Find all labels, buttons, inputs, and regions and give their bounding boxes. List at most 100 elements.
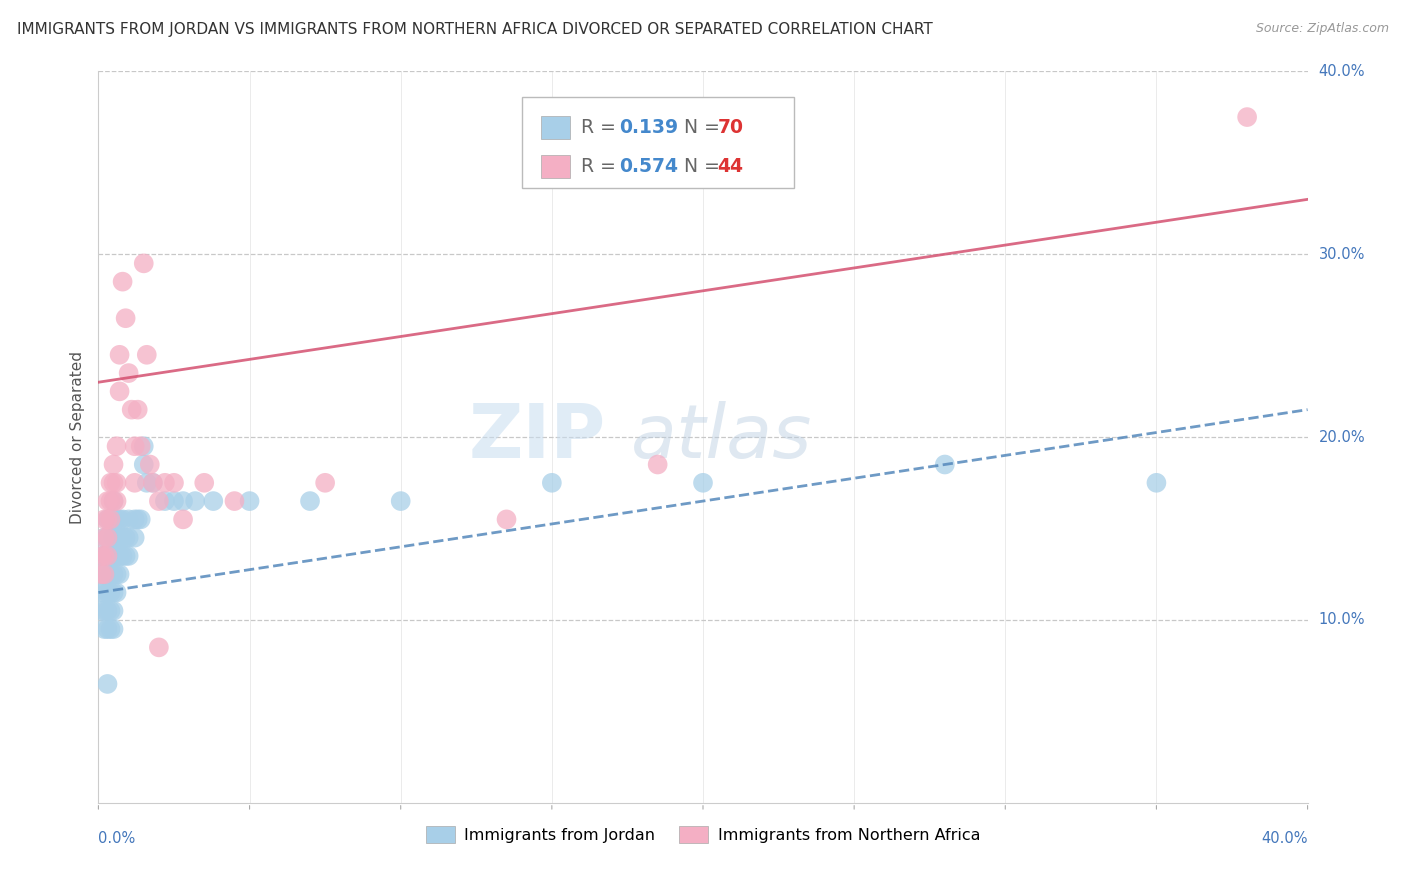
Point — [139, 458, 162, 472]
Point — [93, 567, 115, 582]
Text: 0.0%: 0.0% — [98, 830, 135, 846]
Point — [100, 512, 122, 526]
Point — [96, 549, 118, 563]
Point — [93, 512, 115, 526]
Text: 10.0%: 10.0% — [1319, 613, 1365, 627]
Point — [100, 512, 122, 526]
Point — [96, 585, 118, 599]
Point — [103, 494, 125, 508]
Point — [105, 531, 128, 545]
Point — [934, 458, 956, 472]
FancyBboxPatch shape — [541, 116, 569, 139]
Point — [111, 275, 134, 289]
Point — [103, 494, 125, 508]
Point — [103, 475, 125, 490]
Point — [124, 531, 146, 545]
Point — [127, 512, 149, 526]
Text: 0.139: 0.139 — [620, 118, 679, 137]
Text: N =: N = — [672, 157, 725, 176]
Point — [114, 311, 136, 326]
Text: IMMIGRANTS FROM JORDAN VS IMMIGRANTS FROM NORTHERN AFRICA DIVORCED OR SEPARATED : IMMIGRANTS FROM JORDAN VS IMMIGRANTS FRO… — [17, 22, 932, 37]
Point — [495, 512, 517, 526]
Text: 70: 70 — [717, 118, 744, 137]
Point — [129, 512, 152, 526]
Point — [90, 567, 112, 582]
Text: R =: R = — [581, 118, 621, 137]
Point — [132, 458, 155, 472]
Point — [90, 604, 112, 618]
Text: 40.0%: 40.0% — [1319, 64, 1365, 78]
Point — [93, 622, 115, 636]
Point — [103, 458, 125, 472]
Point — [108, 348, 131, 362]
Point — [124, 512, 146, 526]
Point — [105, 439, 128, 453]
Point — [93, 567, 115, 582]
Text: ZIP: ZIP — [470, 401, 606, 474]
Point — [111, 531, 134, 545]
Point — [153, 494, 176, 508]
Point — [299, 494, 322, 508]
Point — [96, 494, 118, 508]
Point — [100, 549, 122, 563]
Text: R =: R = — [581, 157, 621, 176]
Point — [163, 494, 186, 508]
Point — [163, 475, 186, 490]
Text: atlas: atlas — [630, 401, 811, 473]
Point — [108, 531, 131, 545]
Point — [90, 549, 112, 563]
Point — [114, 549, 136, 563]
Point — [100, 531, 122, 545]
Text: 40.0%: 40.0% — [1261, 830, 1308, 846]
Point — [148, 494, 170, 508]
Point — [103, 604, 125, 618]
Point — [93, 585, 115, 599]
Point — [172, 494, 194, 508]
Point — [114, 531, 136, 545]
Point — [100, 475, 122, 490]
Point — [93, 531, 115, 545]
Y-axis label: Divorced or Separated: Divorced or Separated — [69, 351, 84, 524]
Point — [118, 549, 141, 563]
Point — [96, 567, 118, 582]
Point — [103, 512, 125, 526]
Point — [692, 475, 714, 490]
Point — [105, 567, 128, 582]
Text: 30.0%: 30.0% — [1319, 247, 1365, 261]
Point — [132, 439, 155, 453]
Point — [129, 439, 152, 453]
FancyBboxPatch shape — [522, 97, 793, 188]
Point — [148, 640, 170, 655]
Point — [90, 585, 112, 599]
Point — [193, 475, 215, 490]
Point — [135, 475, 157, 490]
Point — [224, 494, 246, 508]
Point — [153, 475, 176, 490]
Point — [1144, 475, 1167, 490]
Point — [239, 494, 262, 508]
Point — [96, 622, 118, 636]
Point — [132, 256, 155, 270]
Point — [108, 567, 131, 582]
Point — [172, 512, 194, 526]
Point — [389, 494, 412, 508]
Point — [118, 512, 141, 526]
Point — [90, 549, 112, 563]
Point — [96, 677, 118, 691]
Point — [142, 475, 165, 490]
Text: N =: N = — [672, 118, 725, 137]
Point — [118, 366, 141, 380]
Point — [121, 402, 143, 417]
Point — [111, 512, 134, 526]
Point — [96, 531, 118, 545]
Point — [103, 549, 125, 563]
Point — [540, 475, 562, 490]
Point — [96, 512, 118, 526]
FancyBboxPatch shape — [541, 154, 569, 178]
Point — [100, 494, 122, 508]
Point — [100, 567, 122, 582]
Point — [93, 549, 115, 563]
Point — [124, 475, 146, 490]
Point — [1236, 110, 1258, 124]
Point — [103, 531, 125, 545]
